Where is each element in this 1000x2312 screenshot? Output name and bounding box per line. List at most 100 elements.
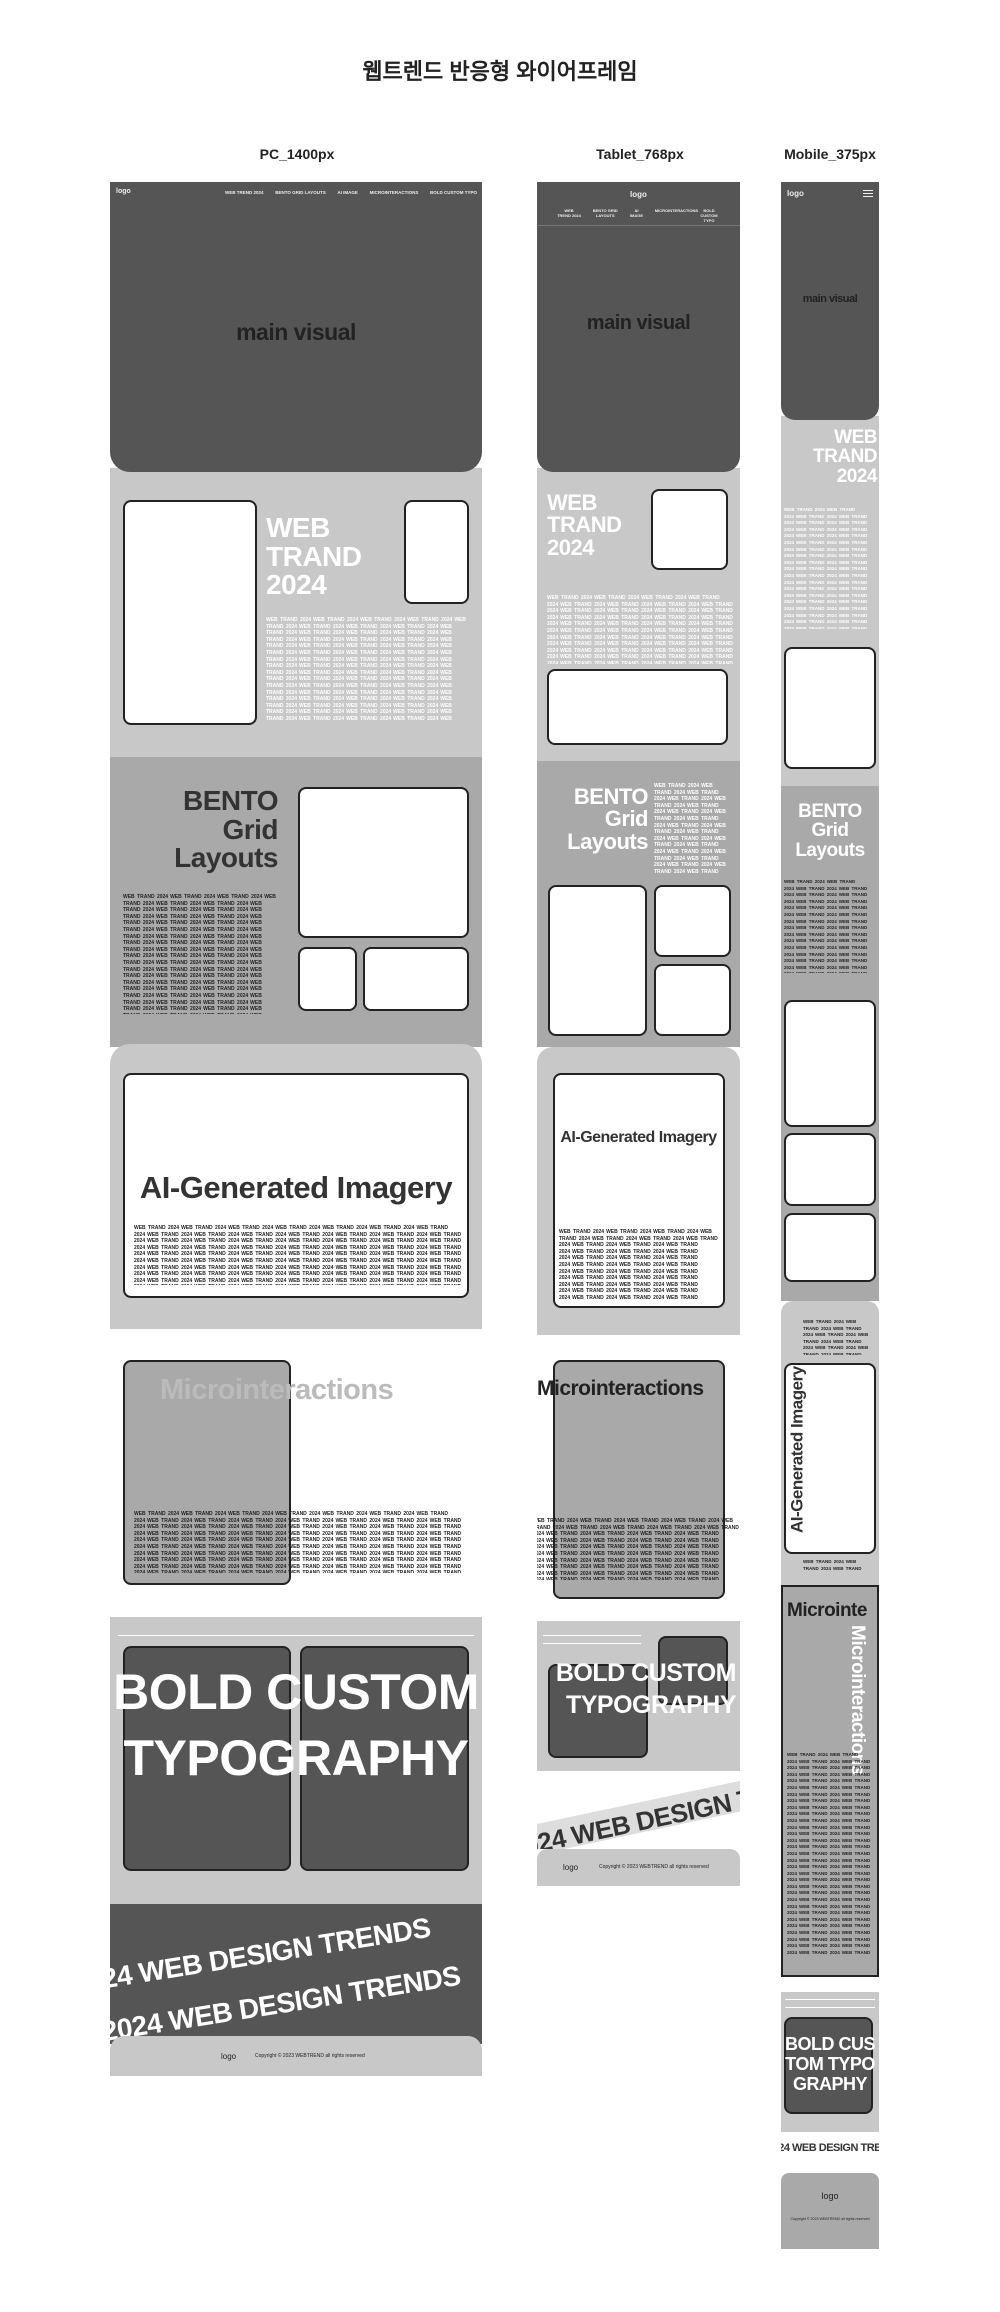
nav-item[interactable]: BENTO GRID LAYOUTS [592, 208, 618, 218]
filler-word: WEB TRAND 2024 [796, 625, 837, 629]
image-card [784, 647, 876, 769]
footer-logo[interactable]: logo [821, 2191, 839, 2201]
filler-word: WEB TRAND 2024 [134, 1517, 462, 1531]
logo[interactable]: logo [787, 189, 804, 198]
marquee-text: 2024 WEB DESIGN TRENDS [781, 2142, 879, 2154]
copyright: Copyright © 2023 WEBTREND all rights res… [255, 2053, 365, 2059]
column-label: Tablet_768px [596, 146, 684, 162]
filler-word: WEB TRAND 2024 [654, 621, 700, 628]
filler-word: WEB TRAND 2024 [560, 627, 606, 634]
filler-word: WEB TRAND 2024 [194, 1524, 240, 1531]
filler-word: WEB TRAND 2024 [803, 1332, 869, 1344]
filler-word: WEB TRAND 2024 [123, 959, 262, 973]
filler-word: WEB TRAND 2024 [796, 885, 837, 891]
filler-word: WEB TRAND 2024 [784, 964, 868, 973]
filler-word: WEB TRAND 2024 [796, 905, 837, 911]
filler-word: WEB TRAND 2024 [335, 1271, 381, 1278]
filler-word: WEB TRAND 2024 [572, 1275, 618, 1282]
nav-item[interactable]: BOLD CUSTOM TYPO [430, 190, 477, 195]
filler-word: WEB TRAND 2024 [547, 634, 733, 648]
filler-word: WEB TRAND 2024 [275, 1511, 321, 1517]
filler-word: WEB TRAND 2024 [382, 1550, 428, 1557]
filler-word: WEB TRAND 2024 [288, 1244, 334, 1251]
nav-item[interactable]: MICROINTERACTIONS [369, 190, 419, 195]
bold-title: BOLD CUSTOM TYPOGRAPHY [785, 2034, 876, 2094]
divider [118, 1635, 474, 1636]
filler-word: WEB TRAND 2024 [547, 621, 733, 634]
filler-word: WEB TRAND 2024 [346, 715, 392, 722]
filler-word: WEB TRAND 2024 [796, 892, 837, 898]
filler-word: WEB TRAND 2024 [181, 1225, 227, 1231]
filler-word: WEB TRAND 2024 [799, 1903, 840, 1909]
filler-word: WEB TRAND 2024 [654, 601, 700, 608]
filler-word: WEB TRAND 2024 [123, 946, 262, 960]
logo[interactable]: logo [630, 190, 647, 199]
menu-button[interactable] [863, 190, 873, 198]
filler-word: WEB TRAND 2024 [537, 1564, 719, 1577]
filler-word: WEB TRAND 2024 [203, 920, 249, 927]
filler-word: WEB TRAND 2024 [787, 1864, 871, 1876]
copyright: Copyright © 2023 WEBTREND all rights res… [599, 1864, 709, 1870]
filler-word: WEB TRAND 2024 [572, 1255, 618, 1262]
tablet-ai: AI-Generated Imagery WEB TRAND 2024 WEB T… [537, 1047, 740, 1335]
nav-item[interactable]: WEB TREND 2024 [557, 208, 581, 218]
filler-word: WEB TRAND 2024 [346, 643, 392, 650]
filler-word: WEB TRAND 2024 [838, 625, 868, 629]
filler-word: WEB TRAND 2024 [147, 1284, 192, 1285]
footer-logo[interactable]: logo [563, 1863, 579, 1872]
bento-title: BENTO Grid Layouts [174, 785, 278, 874]
filler-word: WEB TRAND 2024 [560, 660, 606, 664]
filler-word: WEB TRAND 2024 [241, 1543, 287, 1550]
filler-word: WEB TRAND 2024 [537, 1544, 719, 1557]
filler-word: WEB TRAND 2024 [654, 822, 726, 836]
filler-word: WEB TRAND 2024 [559, 1275, 698, 1288]
filler-word: WEB TRAND 2024 [241, 1557, 287, 1564]
filler-word: WEB TRAND 2024 [266, 682, 452, 696]
filler-word: WEB TRAND 2024 [784, 507, 856, 519]
logo[interactable]: logo [116, 188, 131, 195]
typo-card [123, 1646, 291, 1871]
filler-word: WEB TRAND 2024 [299, 682, 345, 689]
nav-menu: WEB TREND 2024 BENTO GRID LAYOUTS AI IMA… [225, 190, 477, 195]
filler-word: WEB TRAND 2024 [787, 1791, 871, 1804]
filler-word: WEB TRAND 2024 [566, 1524, 612, 1531]
mobile-micro: Microinteractions Microinteractions WEB … [781, 1585, 879, 1977]
filler-word: WEB TRAND 2024 [796, 931, 837, 937]
filler-word: WEB TRAND 2024 [134, 1511, 449, 1524]
filler-word: WEB TRAND 2024 [687, 868, 719, 873]
filler-word: WEB TRAND 2024 [346, 723, 391, 724]
nav-item[interactable]: MICROINTERACTIONS [654, 208, 699, 213]
filler-word: WEB TRAND 2024 [288, 1550, 334, 1557]
nav-item[interactable]: BOLD CUSTOM TYPO [700, 208, 718, 223]
nav-item[interactable]: AI IMAGE [629, 208, 644, 218]
menu-bar [863, 193, 873, 194]
filler-word: WEB TRAND 2024 [203, 1013, 248, 1014]
filler-word: WEB TRAND 2024 [407, 617, 453, 623]
filler-word: WEB TRAND 2024 [787, 1817, 871, 1830]
filler-word: WEB TRAND 2024 [241, 1231, 287, 1238]
nav-item[interactable]: BENTO GRID LAYOUTS [275, 190, 326, 195]
filler-word: WEB TRAND 2024 [546, 1531, 592, 1538]
filler-word: WEB TRAND 2024 [147, 1557, 193, 1564]
hero-title: WEB TRAND 2024 [813, 427, 878, 487]
filler-word: WEB TRAND 2024 [787, 1850, 871, 1863]
filler-word: WEB TRAND 2024 [559, 1242, 698, 1255]
pc-main-visual: logo WEB TREND 2024 BENTO GRID LAYOUTS A… [110, 182, 482, 472]
bento-card [298, 947, 357, 1011]
nav-item[interactable]: AI IMAGE [337, 190, 358, 195]
micro-title-vertical: Microinteractions [847, 1625, 868, 1775]
filler-word: WEB TRAND 2024 [784, 612, 868, 625]
filler-word: WEB TRAND 2024 [134, 1550, 462, 1564]
filler-word: WEB TRAND 2024 [654, 862, 726, 873]
typo-card [548, 1664, 648, 1758]
footer-logo[interactable]: logo [221, 2052, 237, 2061]
nav-item[interactable]: WEB TREND 2024 [225, 190, 264, 195]
filler-word: WEB TRAND 2024 [547, 608, 733, 621]
pc-bold: BOLD CUSTOM TYPOGRAPHY [110, 1617, 482, 1904]
filler-word: WEB TRAND 2024 [537, 1570, 719, 1580]
filler-word: WEB TRAND 2024 [382, 1244, 428, 1251]
filler-word: WEB TRAND 2024 [799, 1910, 840, 1916]
filler-word: WEB TRAND 2024 [147, 1277, 193, 1284]
filler-word: WEB TRAND 2024 [799, 1850, 840, 1856]
